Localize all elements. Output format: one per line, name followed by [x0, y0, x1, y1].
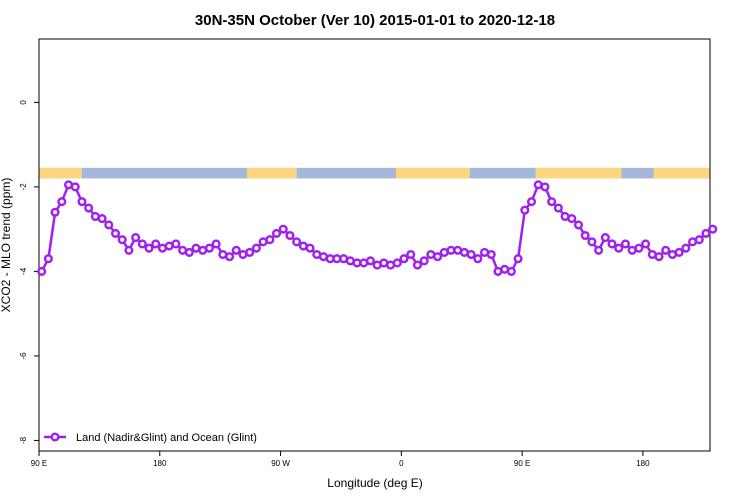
plot-frame — [38, 38, 711, 452]
y-tick-label: -2 — [19, 183, 28, 191]
x-tick-label: 90 W — [271, 459, 290, 468]
data-point — [37, 266, 47, 276]
data-point — [110, 228, 121, 238]
legend: Land (Nadir&Glint) and Ocean (Glint) — [44, 432, 257, 444]
data-point — [513, 254, 523, 264]
data-point — [506, 266, 516, 276]
data-point — [171, 239, 181, 249]
data-point — [594, 245, 604, 255]
data-point — [614, 243, 624, 253]
data-point — [540, 182, 550, 192]
y-axis: 0 -2 -4 -6 -8 — [19, 100, 39, 444]
data-point — [708, 224, 718, 234]
legend-label: Land (Nadir&Glint) and Ocean (Glint) — [76, 432, 257, 444]
data-point — [117, 235, 127, 245]
data-point — [600, 233, 610, 243]
data-point — [661, 245, 671, 255]
land-band-segment — [535, 167, 622, 179]
data-point — [701, 228, 711, 238]
y-tick-label: -6 — [19, 352, 28, 360]
data-point — [97, 214, 107, 224]
data-point — [567, 214, 577, 224]
data-point — [681, 243, 691, 253]
data-point — [674, 247, 684, 257]
data-point — [406, 249, 416, 260]
data-point — [50, 207, 60, 217]
data-point — [151, 239, 161, 249]
data-point — [292, 237, 302, 247]
data-point — [43, 254, 53, 264]
data-point — [473, 254, 483, 264]
data-point — [137, 239, 147, 249]
land-band-segment — [395, 167, 470, 179]
data-point — [553, 203, 563, 213]
data-point — [486, 249, 496, 260]
data-point — [419, 256, 429, 266]
y-tick-label: -4 — [19, 267, 28, 275]
data-point — [211, 239, 221, 249]
chart-title: 30N-35N October (Ver 10) 2015-01-01 to 2… — [195, 12, 555, 29]
data-point — [654, 252, 664, 262]
data-point — [580, 230, 590, 241]
data-point — [245, 247, 255, 257]
data-point — [265, 235, 275, 245]
data-point — [607, 239, 617, 249]
land-band-segment — [39, 167, 82, 179]
y-tick-label: 0 — [19, 100, 28, 105]
x-tick-label: 90 E — [31, 459, 47, 468]
data-point — [77, 197, 87, 207]
x-tick-label: 180 — [153, 459, 167, 468]
data-point — [392, 258, 402, 268]
data-point — [124, 245, 134, 255]
data-point — [305, 243, 315, 253]
land-band-segment — [247, 167, 297, 179]
data-point — [278, 224, 288, 234]
surface-band — [39, 167, 710, 179]
legend-point-marker — [50, 432, 60, 442]
ocean-band — [39, 167, 710, 179]
x-axis: 90 E 180 90 W 0 90 E 180 — [31, 451, 650, 468]
data-point — [204, 243, 214, 253]
data-point — [231, 245, 241, 255]
data-point — [184, 247, 194, 257]
series-line — [40, 183, 714, 273]
data-point — [251, 243, 261, 253]
data-point — [225, 252, 235, 262]
data-point — [587, 237, 597, 247]
y-axis-label: XCO2 - MLO trend (ppm) — [0, 178, 13, 313]
land-band-segment — [653, 167, 710, 179]
data-point — [694, 235, 704, 245]
data-point — [285, 230, 295, 241]
x-tick-label: 90 E — [514, 459, 530, 468]
data-point — [412, 260, 422, 270]
x-tick-label: 0 — [399, 459, 404, 468]
series-layer — [37, 180, 718, 276]
data-point — [131, 233, 141, 243]
data-point — [70, 182, 80, 192]
y-tick-label: -8 — [19, 436, 28, 444]
data-point — [399, 254, 409, 264]
data-point — [573, 220, 584, 230]
data-point — [365, 256, 376, 266]
data-point — [57, 197, 67, 207]
data-point — [634, 243, 644, 253]
data-point — [520, 205, 530, 215]
data-point — [104, 220, 114, 230]
data-point — [271, 228, 282, 238]
x-axis-label: Longitude (deg E) — [327, 476, 422, 490]
data-point — [433, 252, 443, 262]
data-point — [547, 197, 557, 207]
data-point — [144, 243, 154, 253]
data-point — [620, 239, 631, 249]
data-point — [466, 249, 476, 260]
x-tick-label: 180 — [636, 459, 650, 468]
data-point — [526, 197, 537, 207]
data-point — [641, 239, 651, 249]
data-point — [84, 203, 94, 213]
